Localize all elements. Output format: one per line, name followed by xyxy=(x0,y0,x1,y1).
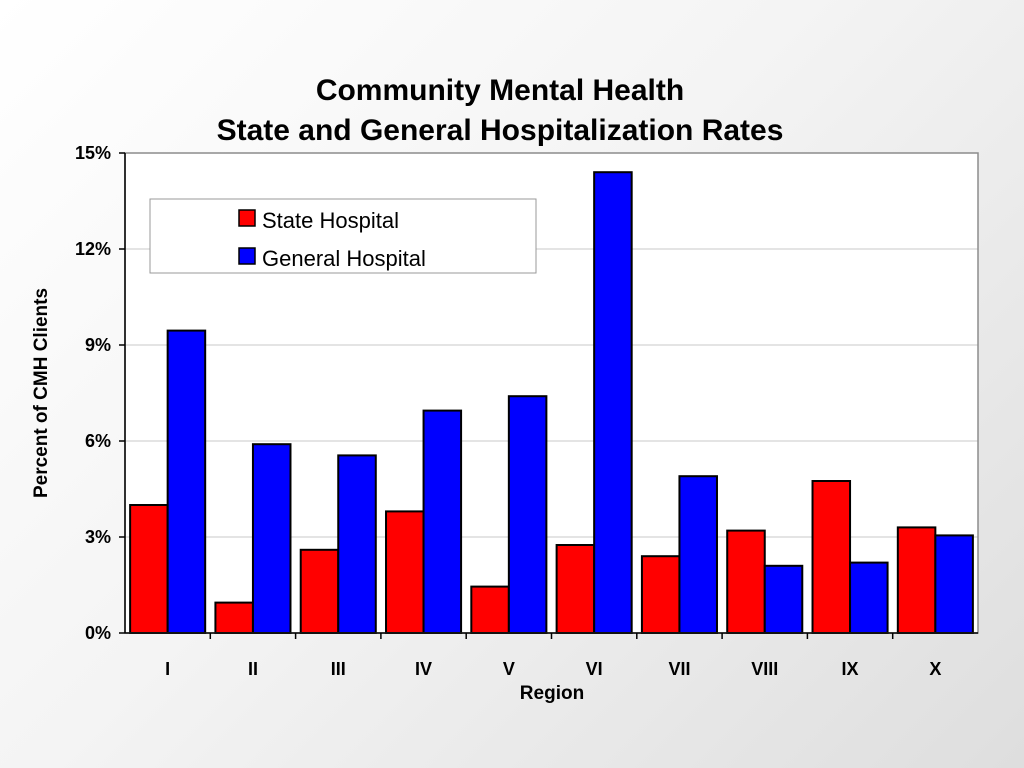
legend-box xyxy=(149,198,537,274)
y-tick-label: 15% xyxy=(75,143,111,163)
bar-state-hospital-x xyxy=(896,526,937,635)
bar-state-hospital-iv xyxy=(385,510,425,634)
legend-label-general-hospital: General Hospital xyxy=(262,246,426,271)
y-axis-ticks: 0% 3% 6% 9% 12% 15% xyxy=(75,143,125,643)
legend: State Hospital General Hospital xyxy=(149,198,537,274)
legend-swatch-state-hospital xyxy=(238,209,256,227)
x-tick-label: II xyxy=(248,659,258,679)
y-tick-label: 12% xyxy=(75,239,111,259)
x-axis-title: Region xyxy=(520,683,584,704)
y-tick-label: 0% xyxy=(85,623,111,643)
x-tick-label: I xyxy=(165,659,170,679)
bar-state-hospital-vii xyxy=(640,555,681,635)
bar-state-hospital-ii xyxy=(214,601,254,634)
x-tick-label: IX xyxy=(842,659,859,679)
bar-state-hospital-viii xyxy=(726,529,766,634)
bar-general-hospital-ix xyxy=(849,561,889,634)
chart-title-line-2: State and General Hospitalization Rates xyxy=(217,114,784,147)
bar-state-hospital-ix xyxy=(811,480,852,634)
bar-general-hospital-iv xyxy=(422,409,463,634)
y-tick-label: 6% xyxy=(85,431,111,451)
bar-state-hospital-iii xyxy=(299,548,340,634)
x-tick-label: IV xyxy=(415,659,432,679)
x-tick-label: VIII xyxy=(751,659,778,679)
bar-state-hospital-i xyxy=(129,504,169,634)
x-tick-label: VII xyxy=(668,659,690,679)
bar-general-hospital-x xyxy=(934,534,974,635)
bars xyxy=(129,171,974,635)
bar-general-hospital-viii xyxy=(763,564,804,634)
legend-label-state-hospital: State Hospital xyxy=(262,208,399,233)
x-tick-label: III xyxy=(331,659,346,679)
y-tick-label: 3% xyxy=(85,527,111,547)
bar-general-hospital-v xyxy=(507,395,548,635)
x-tick-label: VI xyxy=(586,659,603,679)
y-tick-label: 9% xyxy=(85,335,111,355)
x-tick-label: V xyxy=(503,659,515,679)
x-tick-label: X xyxy=(929,659,941,679)
bar-general-hospital-ii xyxy=(251,443,292,635)
y-axis-title: Percent of CMH Clients xyxy=(31,288,52,498)
bar-general-hospital-i xyxy=(166,329,207,634)
bar-state-hospital-v xyxy=(470,585,510,634)
bar-general-hospital-vi xyxy=(593,171,633,634)
chart-title-line-1: Community Mental Health xyxy=(316,74,684,107)
legend-swatch-general-hospital xyxy=(238,247,256,265)
bar-general-hospital-vii xyxy=(678,475,718,635)
bar-general-hospital-iii xyxy=(337,454,377,634)
bar-state-hospital-vi xyxy=(555,544,596,634)
x-axis-ticks: I II III IV V VI VII VIII IX X xyxy=(165,633,941,679)
